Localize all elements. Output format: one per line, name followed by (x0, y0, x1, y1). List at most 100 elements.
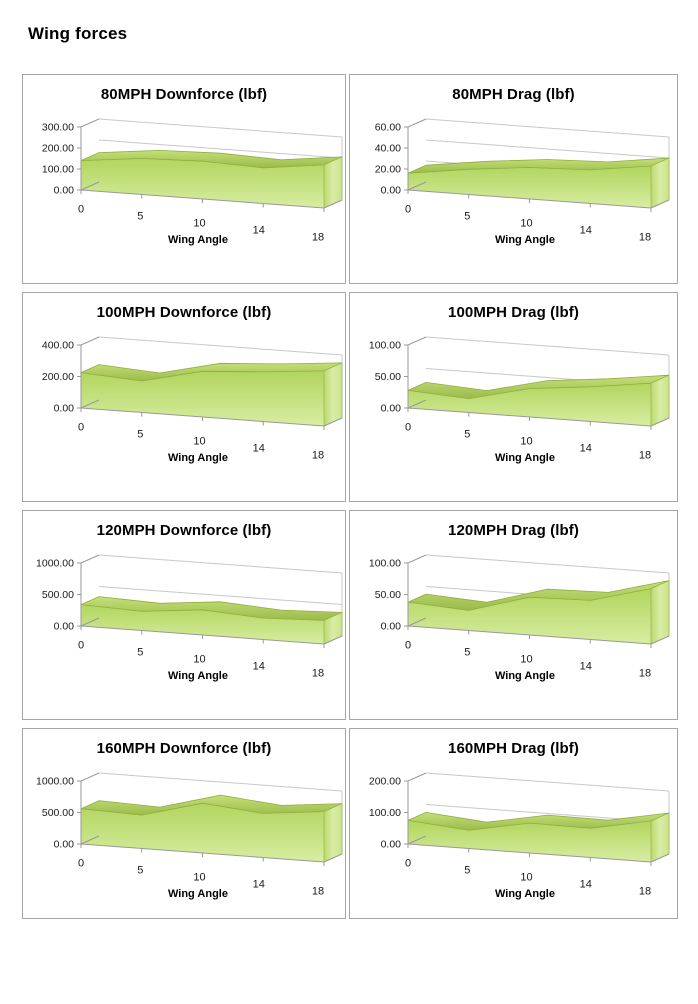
floor-right-edge (323, 853, 343, 863)
x-axis-label: 18 (312, 668, 324, 680)
x-axis-label: 0 (405, 640, 411, 652)
floor-right-edge (650, 635, 670, 645)
area-chart-160mph-downforce: 0.00 500.00 1000.00 0 5 10 14 18 Wing Angle (36, 772, 343, 900)
gridline (425, 336, 670, 356)
chart-title: 100MPH Downforce (lbf) (96, 304, 272, 321)
gridline (425, 139, 670, 159)
x-axis-label: 10 (193, 654, 205, 666)
chart-panel-80mph-drag: 80MPH Drag (lbf) 0.00 20.00 40.00 60.00 0 5 10… (349, 74, 678, 284)
x-axis-label: 5 (137, 211, 143, 223)
wall-top-edge (407, 118, 427, 128)
y-axis-label: 500.00 (42, 807, 74, 819)
area-chart-120mph-downforce: 0.00 500.00 1000.00 0 5 10 14 18 Wing Angle (36, 554, 343, 682)
gridline (98, 772, 343, 792)
floor-left-edge (407, 835, 427, 845)
x-axis-label: 18 (639, 450, 651, 462)
x-axis-label: 10 (520, 218, 532, 230)
y-axis-label: 100.00 (42, 164, 74, 176)
y-axis-label: 200.00 (42, 143, 74, 155)
chart-title: 80MPH Downforce (lbf) (100, 86, 268, 103)
y-axis-label: 50.00 (375, 589, 401, 601)
x-axis-label: 5 (137, 647, 143, 659)
y-axis-label: 0.00 (381, 839, 402, 851)
x-axis-label: 0 (78, 858, 84, 870)
area-series-front (81, 604, 324, 644)
x-axis-label: 18 (312, 450, 324, 462)
floor-right-edge (323, 199, 343, 209)
gridline (425, 118, 670, 138)
floor-right-edge (323, 635, 343, 645)
area-series-end-cap (650, 580, 670, 645)
y-axis-label: 0.00 (381, 621, 402, 633)
area-series-front (408, 820, 651, 862)
floor-left-edge (80, 181, 100, 191)
x-axis-title: Wing Angle (495, 888, 555, 900)
x-axis-label: 18 (639, 668, 651, 680)
x-axis-label: 0 (405, 422, 411, 434)
y-axis-label: 0.00 (54, 839, 75, 851)
x-axis-label: 0 (405, 858, 411, 870)
x-axis-label: 0 (78, 640, 84, 652)
x-axis-label: 10 (520, 872, 532, 884)
chart-title: 100MPH Drag (lbf) (448, 304, 579, 321)
y-axis-label: 50.00 (375, 371, 401, 383)
x-axis-title: Wing Angle (495, 452, 555, 464)
floor-left-edge (80, 617, 100, 627)
x-axis-label: 14 (580, 879, 592, 891)
wall-top-edge (407, 554, 427, 564)
area-series-end-cap (323, 156, 343, 209)
y-axis-label: 0.00 (54, 403, 75, 415)
y-axis-label: 0.00 (54, 621, 75, 633)
chart-title: 120MPH Drag (lbf) (448, 522, 579, 539)
y-axis-label: 500.00 (42, 589, 74, 601)
x-axis-label: 0 (78, 204, 84, 216)
area-series-end-cap (323, 803, 343, 863)
wall-top-edge (80, 336, 100, 346)
chart-title: 80MPH Drag (lbf) (452, 86, 575, 103)
area-chart-80mph-drag: 0.00 20.00 40.00 60.00 0 5 10 14 18 Wing Angle (375, 118, 670, 246)
area-series-front (81, 803, 324, 862)
chart-panel-80mph-downforce: 80MPH Downforce (lbf) 0.00 100.00 200.00 30… (22, 74, 346, 284)
area-series-end-cap (650, 812, 670, 863)
area-series-front (408, 383, 651, 426)
x-axis-label: 10 (520, 654, 532, 666)
x-axis-title: Wing Angle (168, 888, 228, 900)
x-axis-label: 10 (193, 218, 205, 230)
x-axis-title: Wing Angle (495, 670, 555, 682)
y-axis-label: 1000.00 (36, 776, 74, 788)
wall-top-edge (80, 554, 100, 564)
chart-panel-160mph-drag: 160MPH Drag (lbf) 0.00 100.00 200.00 0 5 10 14… (349, 728, 678, 919)
x-axis-label: 18 (312, 886, 324, 898)
x-axis-label: 5 (464, 211, 470, 223)
x-axis-label: 0 (78, 422, 84, 434)
area-chart-80mph-downforce: 0.00 100.00 200.00 300.00 0 5 10 14 18 Wing Angle (42, 118, 343, 246)
gridline (98, 586, 343, 605)
area-chart-120mph-drag: 0.00 50.00 100.00 0 5 10 14 18 Wing Angle (369, 554, 670, 682)
y-axis-label: 1000.00 (36, 558, 74, 570)
y-axis-label: 400.00 (42, 340, 74, 352)
page-title: Wing forces (28, 24, 128, 43)
gridline (425, 772, 670, 792)
x-axis-label: 14 (253, 661, 265, 673)
x-axis-title: Wing Angle (168, 234, 228, 246)
x-axis-label: 18 (639, 886, 651, 898)
y-axis-label: 40.00 (375, 143, 401, 155)
x-axis-label: 18 (639, 232, 651, 244)
x-axis-label: 5 (464, 865, 470, 877)
chart-grid: 80MPH Downforce (lbf) 0.00 100.00 200.00 30… (22, 74, 698, 919)
x-axis-label: 5 (137, 429, 143, 441)
y-axis-label: 100.00 (369, 340, 401, 352)
x-axis-label: 10 (520, 436, 532, 448)
chart-panel-160mph-downforce: 160MPH Downforce (lbf) 0.00 500.00 1000.00… (22, 728, 346, 919)
gridline (425, 554, 670, 574)
x-axis-label: 10 (193, 436, 205, 448)
x-axis-label: 10 (193, 872, 205, 884)
x-axis-label: 18 (312, 232, 324, 244)
area-series-end-cap (650, 157, 670, 209)
chart-panel-120mph-drag: 120MPH Drag (lbf) 0.00 50.00 100.00 0 5 10 14 1… (349, 510, 678, 720)
y-axis-label: 0.00 (381, 185, 402, 197)
wall-top-edge (407, 336, 427, 346)
x-axis-label: 14 (580, 661, 592, 673)
chart-title: 160MPH Drag (lbf) (448, 740, 579, 757)
x-axis-title: Wing Angle (168, 670, 228, 682)
